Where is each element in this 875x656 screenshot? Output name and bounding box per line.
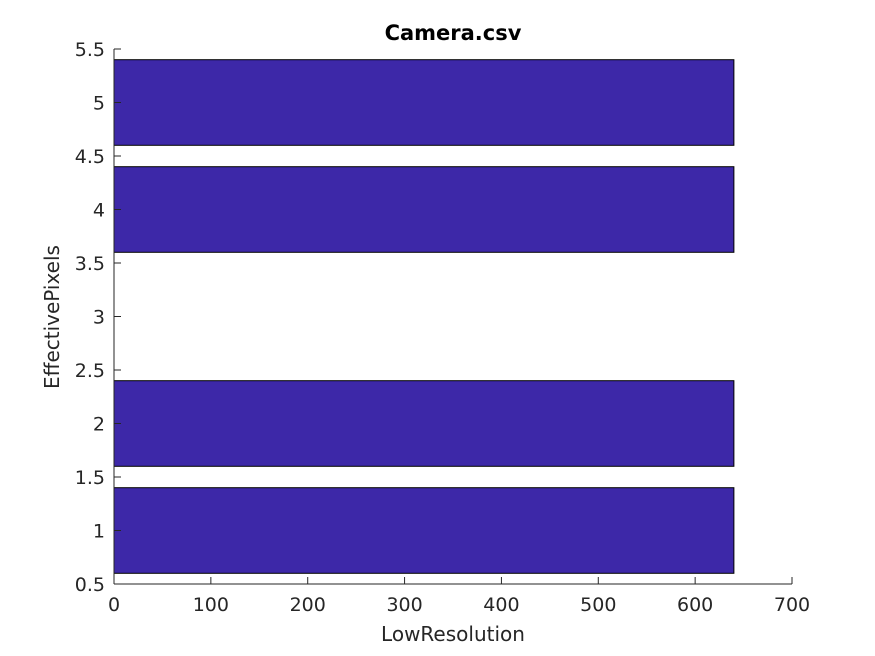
bar-1 — [113, 487, 735, 574]
x-tick-label: 600 — [677, 594, 713, 616]
x-tick-label: 200 — [290, 594, 326, 616]
x-tick-label: 500 — [580, 594, 616, 616]
y-axis-ticks: 0.5 1 1.5 2 2.5 3 3.5 4 4.5 5 5.5 — [75, 39, 121, 596]
y-tick-label: 4.5 — [75, 146, 105, 168]
bars-group — [113, 59, 735, 574]
x-tick-label: 100 — [193, 594, 229, 616]
x-axis-label: LowResolution — [381, 622, 525, 646]
bar-2 — [113, 380, 735, 467]
y-tick-label: 0.5 — [75, 574, 105, 596]
y-tick-label: 2.5 — [75, 360, 105, 382]
y-tick-label: 3.5 — [75, 253, 105, 275]
y-tick-label: 2 — [93, 414, 105, 436]
x-tick-label: 0 — [108, 594, 120, 616]
y-tick-label: 1.5 — [75, 467, 105, 489]
y-tick-label: 5.5 — [75, 39, 105, 61]
y-axis-label: EffectivePixels — [40, 245, 64, 389]
x-tick-label: 300 — [386, 594, 422, 616]
y-tick-label: 3 — [93, 307, 105, 329]
bar-5 — [113, 59, 735, 146]
y-tick-label: 1 — [93, 521, 105, 543]
y-tick-label: 5 — [93, 93, 105, 115]
x-tick-label: 700 — [774, 594, 810, 616]
x-tick-label: 400 — [483, 594, 519, 616]
bar-4 — [113, 166, 735, 253]
y-tick-label: 4 — [93, 200, 105, 222]
x-axis-ticks: 0 100 200 300 400 500 600 700 — [108, 577, 810, 616]
chart-title: Camera.csv — [385, 21, 522, 45]
